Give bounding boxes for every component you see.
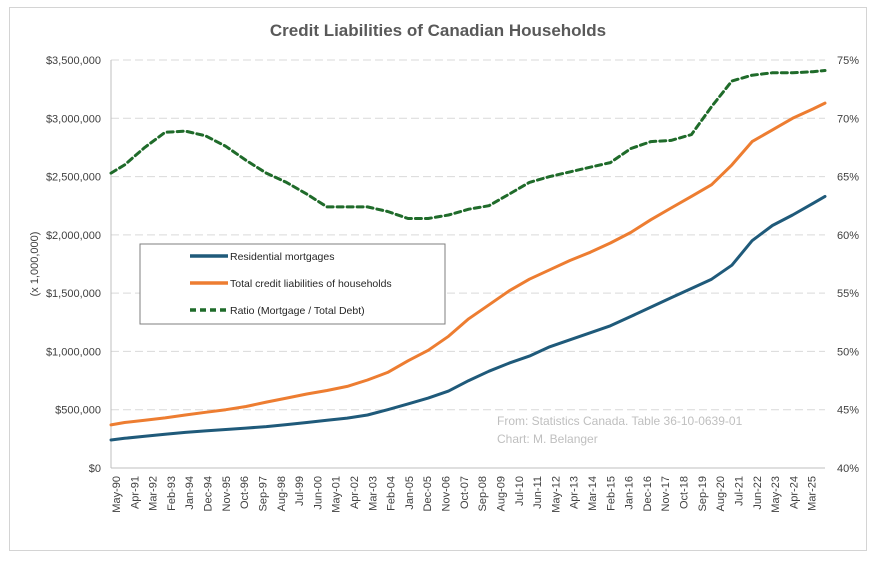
x-tick-label: Mar-25 [807,476,819,511]
x-tick-label: Oct-18 [679,476,691,509]
author-annotation: Chart: M. Belanger [497,432,598,446]
x-tick-label: Apr-91 [129,476,141,509]
x-tick-label: Nov-95 [221,476,233,511]
series [109,69,827,442]
source-annotation: From: Statistics Canada. Table 36-10-063… [497,414,743,428]
x-tick-label: Apr-02 [349,476,361,509]
x-tick-label: Jan-16 [624,476,636,510]
x-tick-label: Nov-17 [660,476,672,511]
x-tick-label: Jun-00 [312,476,324,510]
y2-tick-label: 45% [837,405,859,417]
y-tick-label: $3,500,000 [46,55,101,67]
y2-tick-label: 40% [837,463,859,475]
y2-tick-label: 65% [837,172,859,184]
y-tick-label: $2,500,000 [46,172,101,184]
x-tick-label: Feb-15 [605,476,617,511]
y-tick-label: $0 [89,463,101,475]
y2-tick-label: 70% [837,113,859,125]
legend-label-mortgages: Residential mortgages [230,251,334,263]
gridlines [111,59,825,411]
x-tick-label: Jul-99 [294,476,306,506]
x-tick-label: Dec-94 [203,476,215,511]
y-tick-label: $500,000 [55,405,101,417]
legend-label-total: Total credit liabilities of households [230,278,392,290]
legend: Residential mortgages Total credit liabi… [139,243,446,325]
x-tick-label: May-12 [550,476,562,513]
x-tick-label: Aug-09 [495,476,507,511]
x-tick-label: May-23 [770,476,782,513]
y2-tick-label: 60% [837,230,859,242]
x-tick-label: Jul-10 [514,476,526,506]
x-tick-label: Jun-11 [532,476,544,509]
x-tick-label: Nov-06 [441,476,453,511]
chart-title: Credit Liabilities of Canadian Household… [270,21,606,40]
x-tick-label: May-01 [331,476,343,513]
y-tick-label: $2,000,000 [46,230,101,242]
x-tick-label: Jan-94 [184,476,196,510]
x-tick-label: Sep-97 [257,476,269,511]
series-line-2 [109,69,827,220]
series-line-1 [109,101,827,427]
y-tick-label: $3,000,000 [46,113,101,125]
y-tick-label: $1,500,000 [46,288,101,300]
x-tick-label: Jan-05 [404,476,416,510]
x-tick-label: Oct-96 [239,476,251,509]
x-tick-label: Apr-13 [569,476,581,509]
y2-tick-label: 55% [837,288,859,300]
x-tick-label: Dec-16 [642,476,654,511]
y-axis-title: (x 1,000,000) [29,232,41,297]
x-tick-label: Sep-08 [477,476,489,511]
chart-frame [9,7,867,551]
axes: $0 $500,000 $1,000,000 $1,500,000 $2,000,000… [46,55,859,513]
x-tick-label: Dec-05 [422,476,434,511]
x-tick-label: Aug-20 [715,476,727,511]
x-tick-label: Aug-98 [276,476,288,511]
y-tick-label: $1,000,000 [46,346,101,358]
x-tick-label: Jul-21 [733,476,745,506]
series-line-0 [109,194,827,442]
x-tick-label: Jun-22 [752,476,764,510]
y2-tick-label: 75% [837,55,859,67]
x-tick-label: Mar-14 [587,476,599,511]
x-tick-label: Sep-19 [697,476,709,511]
x-tick-label: Mar-03 [367,476,379,511]
x-tick-label: Oct-07 [459,476,471,509]
legend-label-ratio: Ratio (Mortgage / Total Debt) [230,305,365,317]
x-tick-label: May-90 [111,476,123,513]
x-tick-label: Feb-93 [166,476,178,511]
y2-tick-label: 50% [837,346,859,358]
x-tick-label: Mar-92 [148,476,160,511]
x-tick-label: Feb-04 [386,476,398,511]
x-tick-label: Apr-24 [788,476,800,509]
